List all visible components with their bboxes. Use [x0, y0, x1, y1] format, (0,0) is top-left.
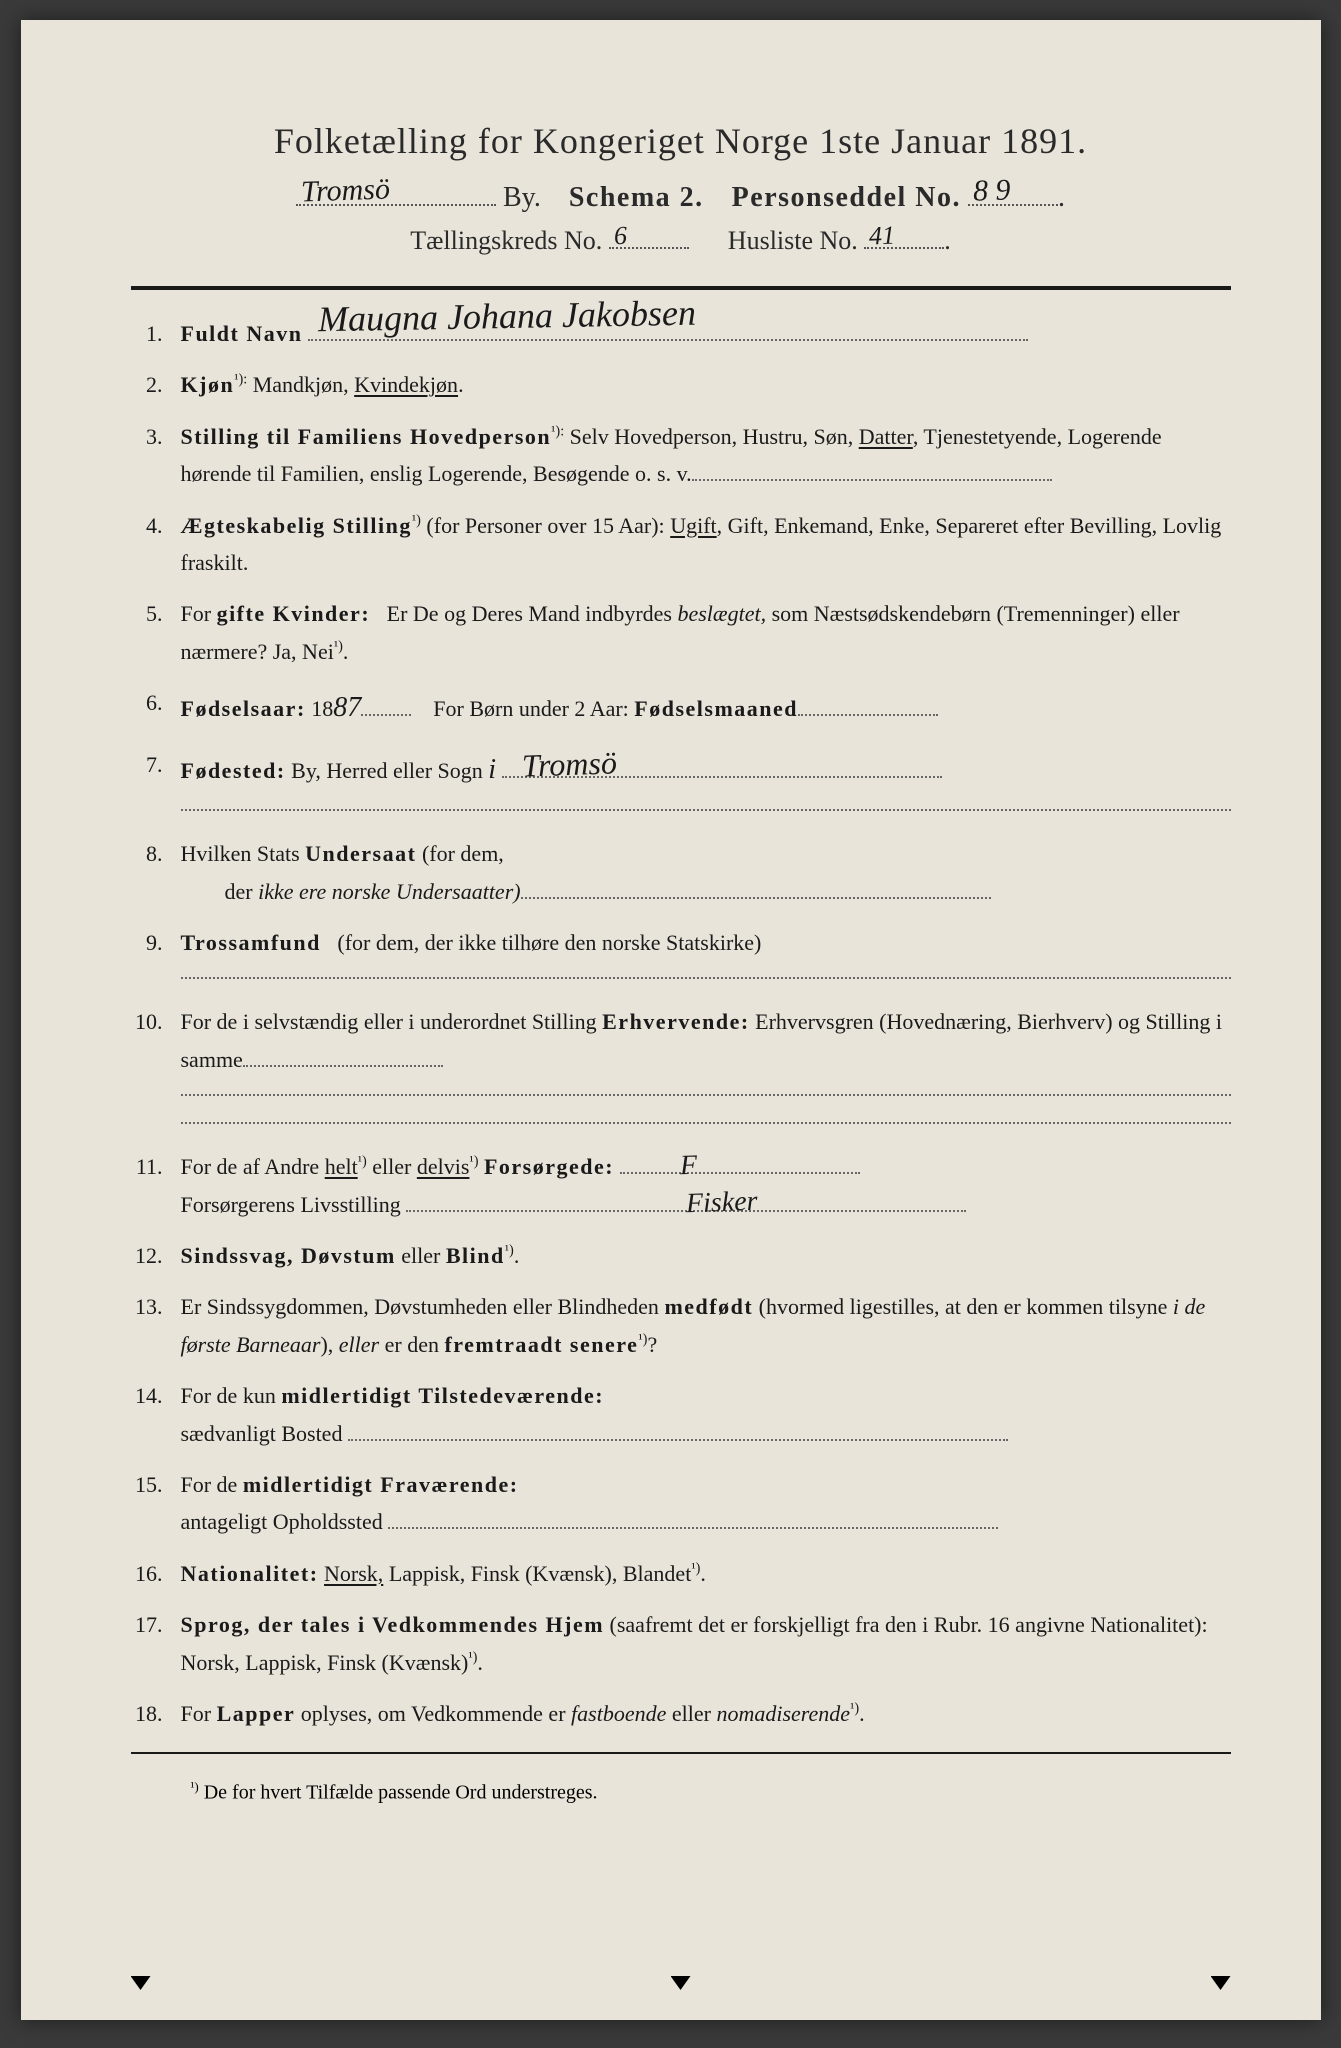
- item-num: 12.: [131, 1237, 181, 1274]
- label: Kjøn: [181, 372, 235, 397]
- husliste-written: 41: [869, 221, 896, 252]
- bottom-divider: [131, 1752, 1231, 1754]
- birthplace-written: Tromsö: [521, 735, 618, 793]
- item-body: For gifte Kvinder: Er De og Deres Mand i…: [181, 595, 1231, 670]
- item-num: 9.: [131, 924, 181, 989]
- item-2: 2. Kjøn¹): Mandkjøn, Kvindekjøn.: [131, 366, 1231, 403]
- label: gifte Kvinder:: [217, 601, 371, 626]
- item-7: 7. Fødested: By, Herred eller Sogn i Tro…: [131, 746, 1231, 822]
- form-list: 1. Fuldt Navn Maugna Johana Jakobsen 2. …: [131, 315, 1231, 1732]
- item-body: Nationalitet: Norsk, Lappisk, Finsk (Kvæ…: [181, 1555, 1231, 1592]
- item-15: 15. For de midlertidigt Fraværende: anta…: [131, 1466, 1231, 1541]
- item-body: Sindssvag, Døvstum eller Blind¹).: [181, 1237, 1231, 1274]
- husliste-field: 41: [864, 247, 944, 249]
- underlined-option: Ugift: [670, 513, 716, 538]
- item-num: 17.: [131, 1606, 181, 1681]
- name-field: Maugna Johana Jakobsen: [308, 339, 1028, 341]
- subheader-row-2: Tællingskreds No. 6 Husliste No. 41 .: [131, 226, 1231, 256]
- item-11: 11. For de af Andre helt¹) eller delvis¹…: [131, 1148, 1231, 1223]
- item-10: 10. For de i selvstændig eller i underor…: [131, 1003, 1231, 1134]
- item-body: For de i selvstændig eller i underordnet…: [181, 1003, 1231, 1134]
- item-num: 18.: [131, 1695, 181, 1732]
- occupation-written: Fisker: [685, 1178, 758, 1228]
- underlined-option: Datter: [859, 424, 913, 449]
- item-18: 18. For Lapper oplyses, om Vedkommende e…: [131, 1695, 1231, 1732]
- item-6: 6. Fødselsaar: 1887 For Børn under 2 Aar…: [131, 684, 1231, 732]
- item-num: 5.: [131, 595, 181, 670]
- underlined-option: Kvindekjøn: [354, 372, 458, 397]
- item-num: 16.: [131, 1555, 181, 1592]
- footnote: ¹) De for hvert Tilfælde passende Ord un…: [131, 1779, 1231, 1805]
- item-body: For de midlertidigt Fraværende: antageli…: [181, 1466, 1231, 1541]
- item-num: 11.: [131, 1148, 181, 1223]
- item-12: 12. Sindssvag, Døvstum eller Blind¹).: [131, 1237, 1231, 1274]
- page-marker-icon: [1211, 1970, 1231, 1990]
- census-form-page: Folketælling for Kongeriget Norge 1ste J…: [21, 20, 1321, 2020]
- item-14: 14. For de kun midlertidigt Tilstedevære…: [131, 1377, 1231, 1452]
- name-written: Maugna Johana Jakobsen: [317, 283, 696, 351]
- item-body: For de af Andre helt¹) eller delvis¹) Fo…: [181, 1148, 1231, 1223]
- item-4: 4. Ægteskabelig Stilling¹) (for Personer…: [131, 507, 1231, 582]
- by-label: By.: [503, 182, 541, 213]
- subheader-row-1: Tromsö By. Schema 2. Personseddel No. 8 …: [131, 182, 1231, 214]
- personseddel-written: 8 9: [972, 173, 1011, 208]
- city-field: Tromsö: [296, 204, 496, 206]
- item-body: Trossamfund (for dem, der ikke tilhøre d…: [181, 924, 1231, 989]
- label: Stilling til Familiens Hovedperson: [181, 424, 552, 449]
- item-5: 5. For gifte Kvinder: Er De og Deres Man…: [131, 595, 1231, 670]
- item-num: 1.: [131, 315, 181, 352]
- item-body: Hvilken Stats Undersaat (for dem, der ik…: [181, 835, 1231, 910]
- underlined-option: Norsk,: [324, 1561, 383, 1586]
- item-1: 1. Fuldt Navn Maugna Johana Jakobsen: [131, 315, 1231, 352]
- label: Fødested:: [181, 758, 286, 783]
- city-written: Tromsö: [300, 172, 390, 209]
- item-num: 10.: [131, 1003, 181, 1134]
- page-marker-icon: [131, 1970, 151, 1990]
- year-written: 87: [333, 692, 361, 723]
- paren: (for Personer over 15 Aar):: [426, 513, 664, 538]
- personseddel-label: Personseddel No.: [732, 182, 961, 213]
- item-body: For de kun midlertidigt Tilstedeværende:…: [181, 1377, 1231, 1452]
- schema-label: Schema 2.: [569, 182, 704, 213]
- item-num: 2.: [131, 366, 181, 403]
- item-13: 13. Er Sindssygdommen, Døvstumheden elle…: [131, 1288, 1231, 1363]
- personseddel-field: 8 9: [968, 204, 1058, 206]
- page-marker-icon: [671, 1970, 691, 1990]
- taellingskreds-field: 6: [609, 247, 689, 249]
- form-header: Folketælling for Kongeriget Norge 1ste J…: [131, 120, 1231, 256]
- taellingskreds-written: 6: [613, 221, 627, 251]
- husliste-label: Husliste No.: [728, 226, 858, 255]
- item-9: 9. Trossamfund (for dem, der ikke tilhør…: [131, 924, 1231, 989]
- item-body: Ægteskabelig Stilling¹) (for Personer ov…: [181, 507, 1231, 582]
- item-num: 13.: [131, 1288, 181, 1363]
- item-num: 7.: [131, 746, 181, 822]
- item-num: 4.: [131, 507, 181, 582]
- item-num: 15.: [131, 1466, 181, 1541]
- label: Ægteskabelig Stilling: [181, 513, 412, 538]
- item-body: Stilling til Familiens Hovedperson¹): Se…: [181, 418, 1231, 493]
- item-body: For Lapper oplyses, om Vedkommende er fa…: [181, 1695, 1231, 1732]
- item-body: Fuldt Navn Maugna Johana Jakobsen: [181, 315, 1231, 352]
- item-body: Sprog, der tales i Vedkommendes Hjem (sa…: [181, 1606, 1231, 1681]
- form-title: Folketælling for Kongeriget Norge 1ste J…: [131, 120, 1231, 162]
- item-num: 8.: [131, 835, 181, 910]
- item-16: 16. Nationalitet: Norsk, Lappisk, Finsk …: [131, 1555, 1231, 1592]
- item-body: Fødested: By, Herred eller Sogn i Tromsö: [181, 746, 1231, 822]
- item-3: 3. Stilling til Familiens Hovedperson¹):…: [131, 418, 1231, 493]
- label: Fuldt Navn: [181, 321, 303, 346]
- taellingskreds-label: Tællingskreds No.: [410, 226, 602, 255]
- birthplace-field: Tromsö: [502, 752, 942, 789]
- item-body: Er Sindssygdommen, Døvstumheden eller Bl…: [181, 1288, 1231, 1363]
- label: Fødselsaar:: [181, 696, 306, 721]
- item-num: 6.: [131, 684, 181, 732]
- item-body: Kjøn¹): Mandkjøn, Kvindekjøn.: [181, 366, 1231, 403]
- item-8: 8. Hvilken Stats Undersaat (for dem, der…: [131, 835, 1231, 910]
- item-num: 14.: [131, 1377, 181, 1452]
- item-num: 3.: [131, 418, 181, 493]
- item-17: 17. Sprog, der tales i Vedkommendes Hjem…: [131, 1606, 1231, 1681]
- label: Trossamfund: [181, 930, 321, 955]
- item-body: Fødselsaar: 1887 For Børn under 2 Aar: F…: [181, 684, 1231, 732]
